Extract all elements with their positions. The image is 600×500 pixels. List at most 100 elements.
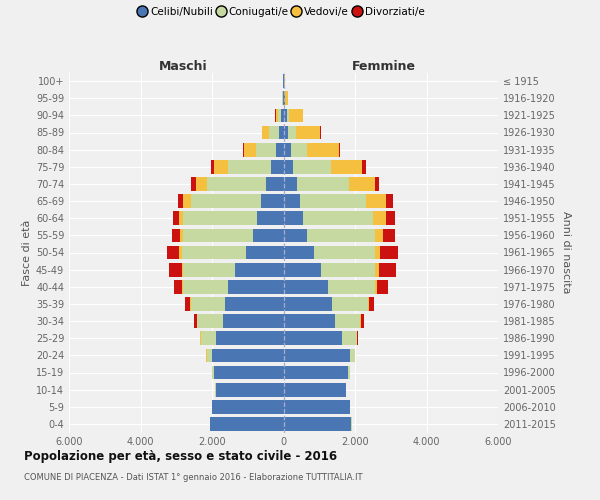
Bar (284, 348, 350, 362)
Bar (210, 417, 284, 431)
Bar (191, 194, 261, 208)
Bar (206, 177, 266, 191)
Bar (284, 108, 287, 122)
Bar (287, 108, 289, 122)
Bar (185, 297, 190, 311)
Bar (246, 246, 284, 260)
Bar (212, 348, 284, 362)
Bar (284, 246, 314, 260)
Bar (215, 332, 284, 345)
Bar (375, 228, 383, 242)
Bar (197, 314, 223, 328)
Bar (180, 228, 184, 242)
Bar (374, 246, 380, 260)
Bar (377, 280, 388, 293)
Bar (284, 92, 285, 105)
Y-axis label: Anni di nascita: Anni di nascita (561, 211, 571, 294)
Legend: Celibi/Nubili, Coniugati/e, Vedovi/e, Divorziati/e: Celibi/Nubili, Coniugati/e, Vedovi/e, Di… (136, 2, 428, 21)
Bar (179, 212, 184, 225)
Bar (300, 194, 366, 208)
Bar (284, 263, 321, 276)
Bar (288, 126, 296, 140)
Bar (386, 194, 393, 208)
Bar (350, 348, 355, 362)
Text: Maschi: Maschi (159, 60, 208, 72)
Y-axis label: Fasce di età: Fasce di età (22, 220, 32, 286)
Bar (284, 417, 352, 431)
Text: COMUNE DI PIACENZA - Dati ISTAT 1° gennaio 2016 - Elaborazione TUTTITALIA.IT: COMUNE DI PIACENZA - Dati ISTAT 1° genna… (24, 472, 362, 482)
Bar (178, 194, 183, 208)
Bar (283, 92, 284, 105)
Bar (174, 280, 182, 293)
Bar (279, 126, 284, 140)
Bar (386, 212, 395, 225)
Bar (284, 400, 350, 413)
Bar (256, 143, 277, 156)
Bar (223, 314, 284, 328)
Bar (169, 263, 182, 276)
Bar (284, 143, 290, 156)
Bar (243, 143, 244, 156)
Bar (361, 314, 364, 328)
Bar (184, 228, 253, 242)
Bar (284, 212, 303, 225)
Bar (191, 177, 196, 191)
Bar (369, 297, 374, 311)
Bar (228, 280, 284, 293)
Bar (296, 126, 320, 140)
Bar (307, 143, 338, 156)
Bar (194, 314, 197, 328)
Bar (284, 160, 293, 173)
Bar (284, 194, 300, 208)
Bar (383, 228, 395, 242)
Bar (368, 297, 369, 311)
Bar (284, 126, 288, 140)
Bar (244, 143, 256, 156)
Bar (362, 160, 365, 173)
Bar (184, 280, 228, 293)
Bar (290, 143, 307, 156)
Bar (331, 160, 362, 173)
Bar (373, 212, 386, 225)
Bar (173, 212, 179, 225)
Bar (278, 108, 281, 122)
Bar (212, 366, 214, 380)
Bar (348, 366, 350, 380)
Bar (375, 177, 379, 191)
Bar (286, 92, 289, 105)
Bar (191, 297, 224, 311)
Bar (214, 366, 284, 380)
Bar (262, 126, 269, 140)
Bar (261, 194, 284, 208)
Bar (257, 212, 284, 225)
Bar (284, 228, 307, 242)
Bar (284, 366, 348, 380)
Bar (379, 263, 396, 276)
Bar (380, 246, 398, 260)
Bar (182, 280, 184, 293)
Bar (211, 160, 214, 173)
Bar (167, 246, 179, 260)
Bar (277, 143, 284, 156)
Bar (182, 246, 246, 260)
Bar (253, 228, 284, 242)
Bar (212, 400, 284, 413)
Bar (183, 194, 191, 208)
Bar (206, 348, 212, 362)
Bar (228, 160, 271, 173)
Bar (343, 332, 357, 345)
Bar (284, 332, 343, 345)
Bar (284, 280, 328, 293)
Bar (374, 263, 379, 276)
Bar (307, 228, 375, 242)
Bar (284, 383, 346, 396)
Bar (303, 212, 373, 225)
Bar (215, 383, 284, 396)
Bar (224, 297, 284, 311)
Bar (335, 314, 361, 328)
Bar (357, 332, 358, 345)
Bar (284, 314, 335, 328)
Bar (184, 212, 257, 225)
Text: Popolazione per età, sesso e stato civile - 2016: Popolazione per età, sesso e stato civil… (24, 450, 337, 463)
Bar (332, 297, 368, 311)
